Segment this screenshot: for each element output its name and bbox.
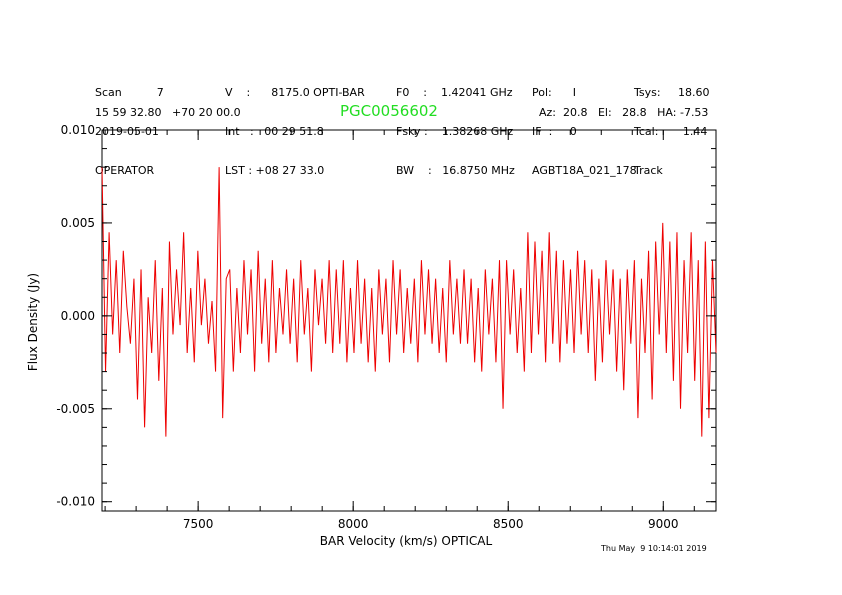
header-tsys-line: Tsys: 18.60 xyxy=(634,86,710,99)
object-name: PGC0056602 xyxy=(340,102,438,120)
header-int-line: Int : 00 29 51.8 xyxy=(225,125,324,138)
x-tick-label: 9000 xyxy=(648,517,679,531)
y-tick-label: -0.005 xyxy=(56,402,95,416)
plot-frame xyxy=(101,129,717,512)
header-pol-line: Pol: I xyxy=(532,86,576,99)
header-scan-line: Scan 7 xyxy=(95,86,164,99)
y-tick-label: 0.005 xyxy=(61,216,95,230)
header-lst-line: LST : +08 27 33.0 xyxy=(225,164,325,177)
x-tick-label: 7500 xyxy=(183,517,214,531)
header-tcal-line: Tcal: 1.44 xyxy=(634,125,708,138)
header-fsky-line: Fsky : 1.38268 GHz xyxy=(396,125,514,138)
header-project-line: AGBT18A_021_178 xyxy=(532,164,637,177)
y-tick-label: 0.000 xyxy=(61,309,95,323)
header-if-line: IF : 0 xyxy=(532,125,577,138)
x-tick-label: 8000 xyxy=(338,517,369,531)
header-date-line: 2019-05-01 xyxy=(95,125,159,138)
spectrum-series-line xyxy=(101,167,717,437)
axis-ticks: -0.010 -0.005 0.000 0.005 0.010 7500 8000 8500 9… xyxy=(56,123,716,531)
x-axis-label: BAR Velocity (km/s) OPTICAL xyxy=(320,534,493,548)
y-axis-label: Flux Density (Jy) xyxy=(26,273,40,371)
header-coords: 15 59 32.80 +70 20 00.0 xyxy=(95,106,241,119)
header-track-line: Track xyxy=(634,164,663,177)
header-bw-line: BW : 16.8750 MHz xyxy=(396,164,515,177)
y-tick-label: 0.010 xyxy=(61,123,95,137)
x-tick-label: 8500 xyxy=(493,517,524,531)
header-operator-line: OPERATOR xyxy=(95,164,155,177)
header-azel: Az: 20.8 El: 28.8 HA: -7.53 xyxy=(539,106,709,119)
y-tick-label: -0.010 xyxy=(56,495,95,509)
header-velocity-line: V : 8175.0 OPTI-BAR xyxy=(225,86,365,99)
header-f0-line: F0 : 1.42041 GHz xyxy=(396,86,513,99)
plot-timestamp: Thu May 9 10:14:01 2019 xyxy=(601,544,707,553)
